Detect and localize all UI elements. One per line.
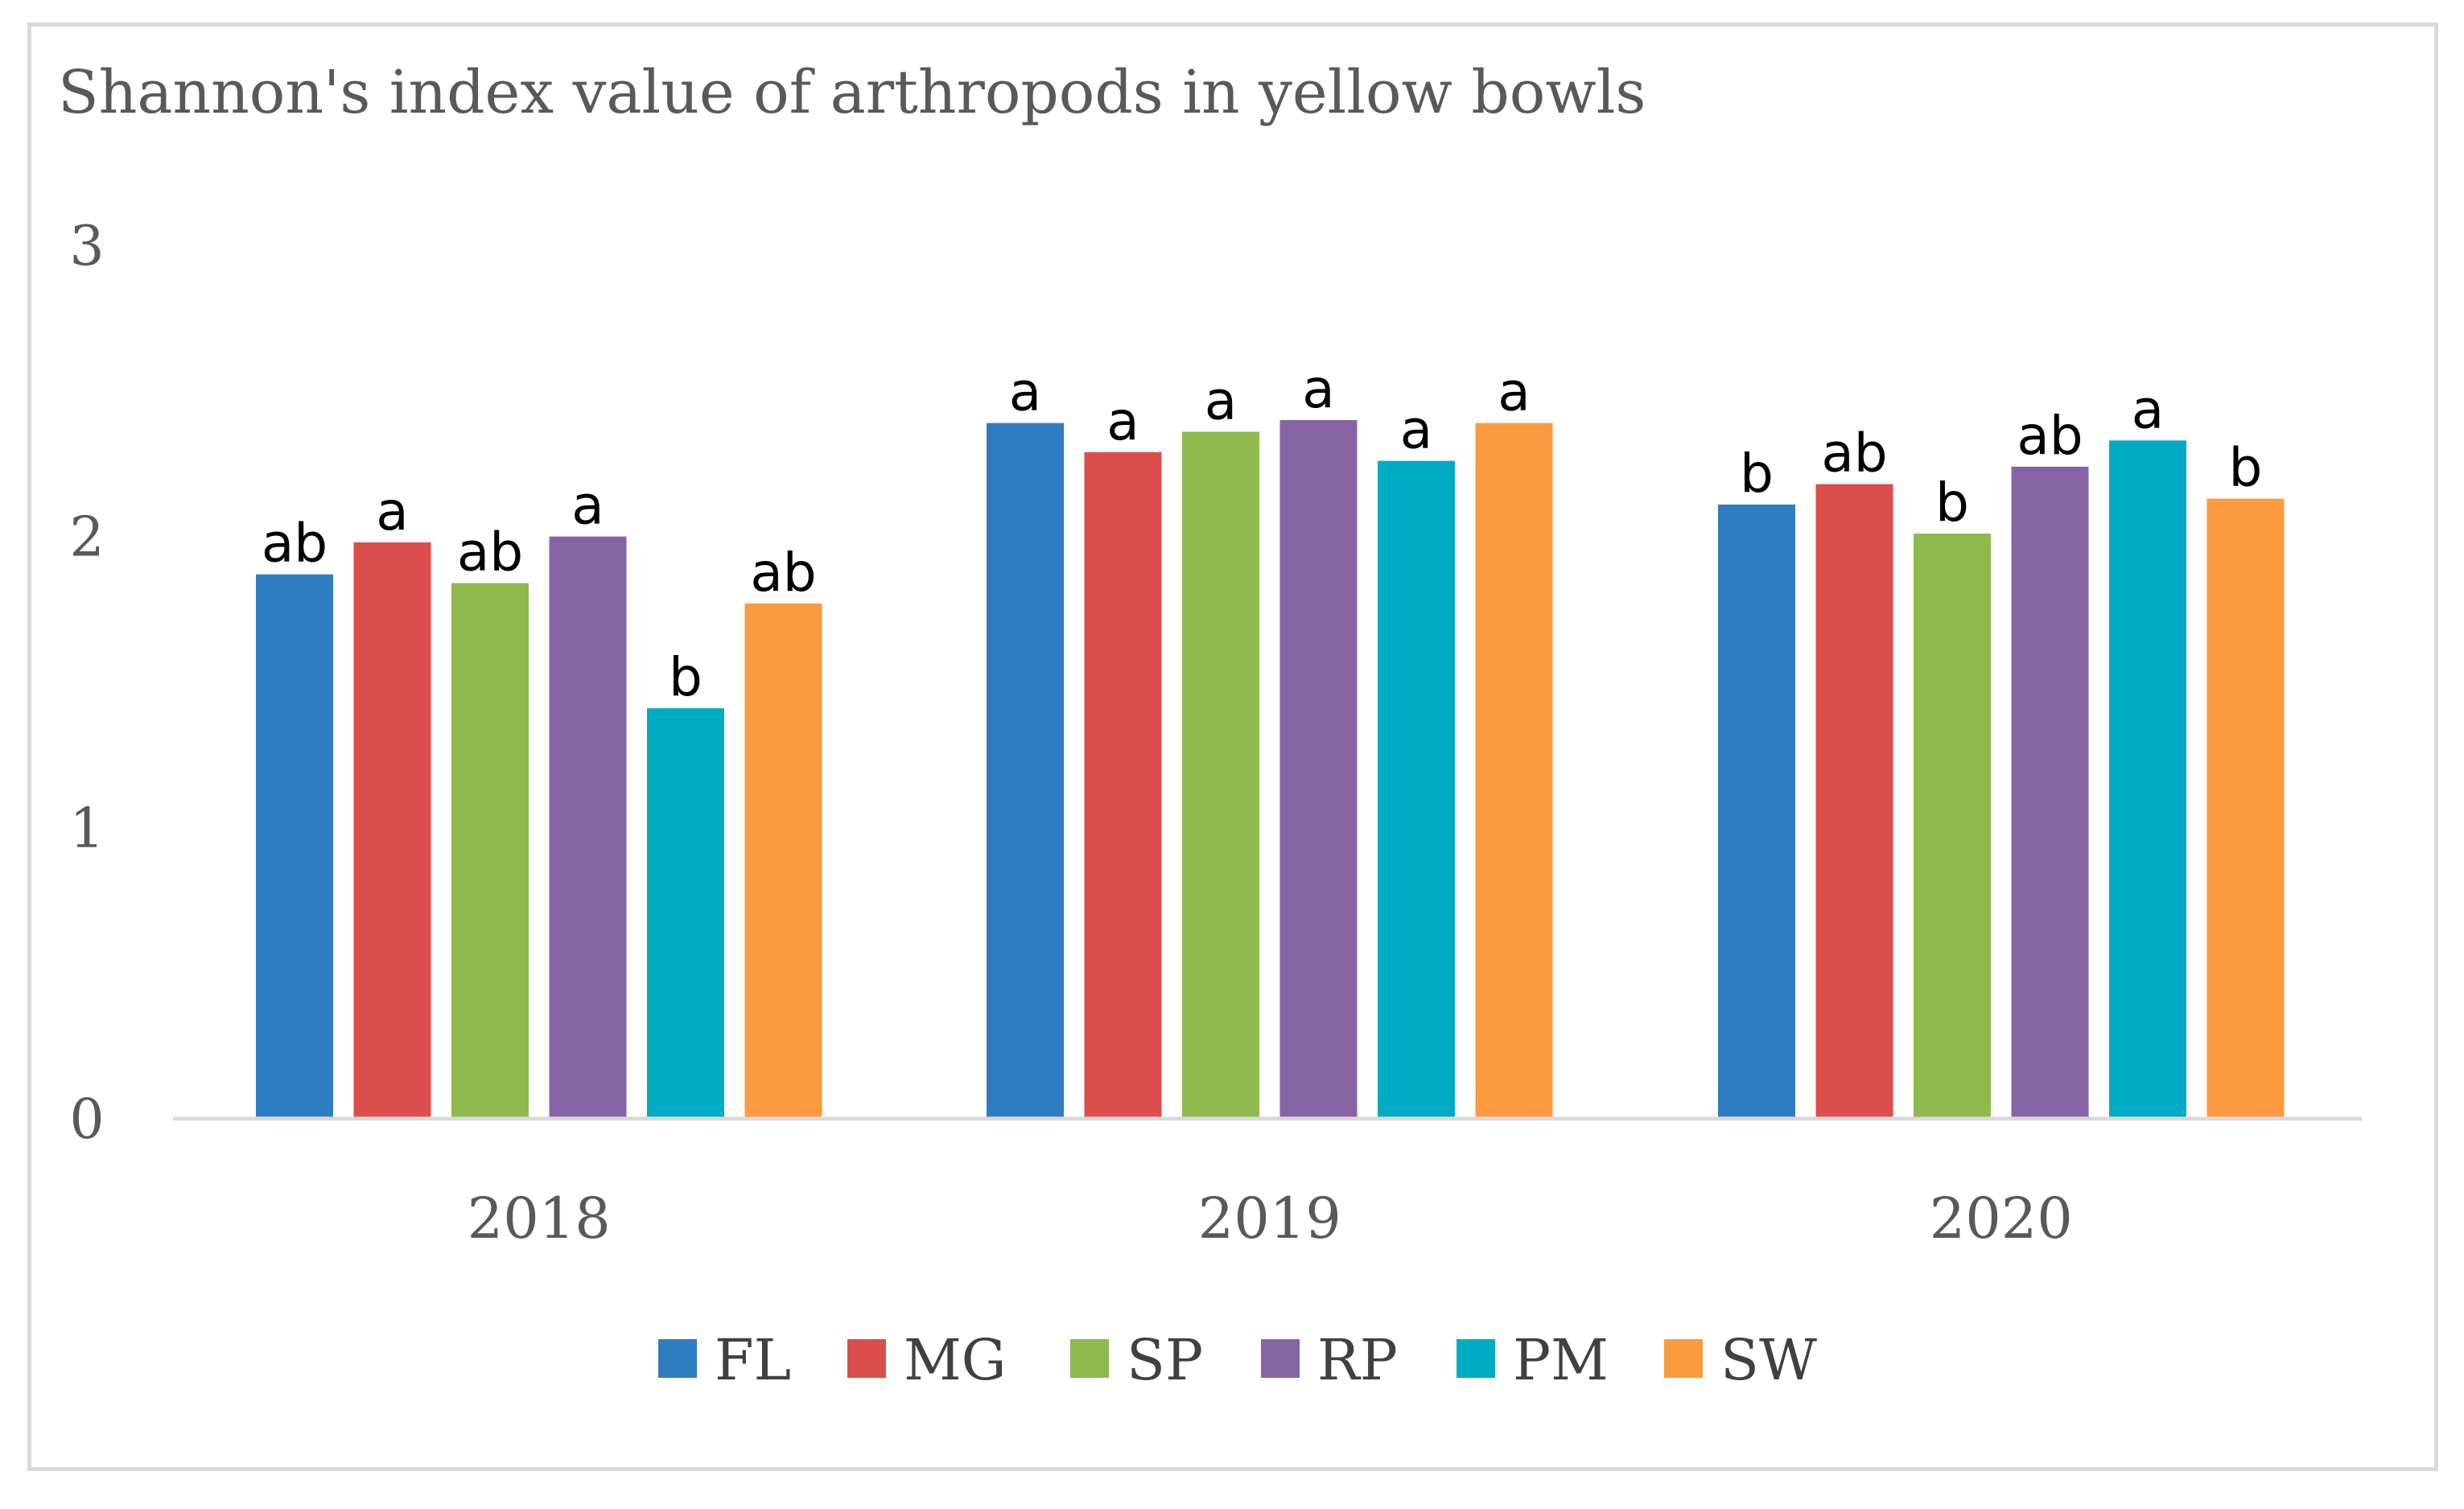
legend-swatch-sw bbox=[1664, 1339, 1703, 1378]
bar-sp-2019 bbox=[1182, 431, 1259, 1119]
bar-mg-2020 bbox=[1815, 484, 1893, 1119]
bar-fl-2018 bbox=[256, 574, 333, 1119]
bar-mg-2019 bbox=[1084, 451, 1162, 1119]
bar-sp-2018 bbox=[451, 583, 529, 1119]
significance-label: b bbox=[1740, 443, 1774, 505]
bar-sp-2020 bbox=[1914, 534, 1991, 1119]
x-category-label: 2019 bbox=[1198, 1185, 1341, 1251]
x-category-label: 2020 bbox=[1930, 1185, 2073, 1251]
significance-label: a bbox=[2132, 378, 2164, 440]
bar-pm-2020 bbox=[2109, 440, 2186, 1119]
legend-label-mg: MG bbox=[904, 1327, 1007, 1393]
y-tick-label: 3 bbox=[69, 215, 104, 278]
y-tick-label: 0 bbox=[69, 1088, 104, 1152]
significance-label: a bbox=[1498, 361, 1530, 423]
x-category-label: 2018 bbox=[468, 1185, 611, 1251]
significance-label: a bbox=[1400, 399, 1432, 461]
bar-sw-2019 bbox=[1475, 423, 1553, 1119]
bar-fl-2020 bbox=[1718, 504, 1795, 1119]
significance-label: ab bbox=[262, 513, 328, 575]
y-axis-ticks: 0 1 2 3 bbox=[69, 215, 104, 1152]
legend-swatch-fl bbox=[658, 1339, 697, 1378]
y-tick-label: 1 bbox=[69, 797, 104, 860]
legend-swatch-mg bbox=[847, 1339, 886, 1378]
legend-label-fl: FL bbox=[715, 1327, 791, 1393]
bar-pm-2018 bbox=[647, 708, 724, 1119]
significance-label: a bbox=[571, 475, 604, 537]
y-tick-label: 2 bbox=[69, 506, 104, 570]
significance-label: ab bbox=[750, 542, 816, 604]
legend-label-pm: PM bbox=[1513, 1327, 1609, 1393]
significance-label: b bbox=[2229, 437, 2263, 499]
significance-label: ab bbox=[2017, 405, 2083, 467]
bar-rp-2020 bbox=[2011, 466, 2089, 1119]
significance-label: a bbox=[1205, 369, 1237, 431]
bars bbox=[256, 420, 2285, 1119]
x-axis-categories: 2018 2019 2020 bbox=[468, 1185, 2073, 1251]
bar-fl-2019 bbox=[987, 423, 1064, 1119]
bar-pm-2019 bbox=[1378, 460, 1455, 1119]
bar-mg-2018 bbox=[353, 542, 431, 1119]
significance-label: b bbox=[669, 646, 703, 708]
chart-title: Shannon's index value of arthropods in y… bbox=[58, 58, 1646, 127]
legend-label-sp: SP bbox=[1127, 1327, 1203, 1393]
bar-rp-2019 bbox=[1279, 420, 1358, 1119]
legend-swatch-rp bbox=[1261, 1339, 1300, 1378]
bar-rp-2018 bbox=[549, 536, 627, 1119]
significance-label: ab bbox=[1821, 423, 1887, 484]
bar-sw-2018 bbox=[744, 603, 822, 1119]
significance-label: a bbox=[1302, 358, 1334, 420]
legend-swatch-sp bbox=[1070, 1339, 1109, 1378]
significance-label: b bbox=[1935, 472, 1969, 534]
legend-label-rp: RP bbox=[1317, 1327, 1398, 1393]
legend-swatch-pm bbox=[1457, 1339, 1495, 1378]
legend-label-sw: SW bbox=[1720, 1327, 1817, 1393]
significance-label: a bbox=[1106, 390, 1139, 452]
bar-sw-2020 bbox=[2206, 498, 2285, 1119]
legend: FL MG SP RP PM SW bbox=[658, 1327, 1817, 1393]
significance-label: a bbox=[1009, 361, 1041, 423]
significance-label: ab bbox=[457, 522, 523, 583]
significance-label: a bbox=[376, 480, 408, 542]
